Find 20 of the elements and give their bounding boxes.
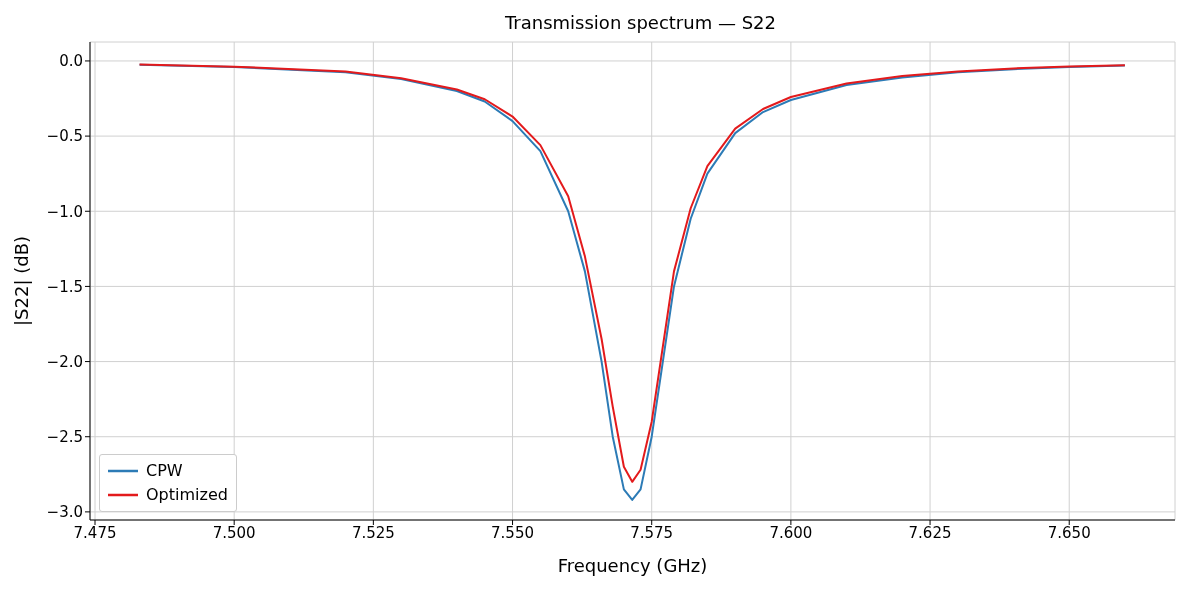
- x-axis-title: Frequency (GHz): [557, 555, 708, 576]
- y-tick-label: 0.0: [59, 52, 83, 71]
- y-tick-label: −3.0: [46, 503, 83, 522]
- y-tick-label: −1.5: [46, 277, 83, 296]
- x-tick-label: 7.600: [769, 523, 813, 542]
- x-tick-label: 7.500: [212, 523, 256, 542]
- y-tick-label: −0.5: [46, 127, 83, 146]
- legend-label: Optimized: [146, 484, 228, 506]
- x-tick-label: 7.475: [73, 523, 117, 542]
- y-tick-label: −1.0: [46, 202, 83, 221]
- chart-title: Transmission spectrum — S22: [504, 12, 777, 33]
- x-tick-label: 7.525: [351, 523, 395, 542]
- y-tick-label: −2.5: [46, 428, 83, 447]
- x-tick-label: 7.650: [1047, 523, 1091, 542]
- x-tick-label: 7.575: [630, 523, 674, 542]
- y-axis-title: |S22| (dB): [11, 236, 33, 326]
- y-tick-label: −2.0: [46, 352, 83, 371]
- x-tick-label: 7.550: [491, 523, 535, 542]
- x-tick-label: 7.625: [908, 523, 952, 542]
- legend-label: CPW: [146, 460, 183, 482]
